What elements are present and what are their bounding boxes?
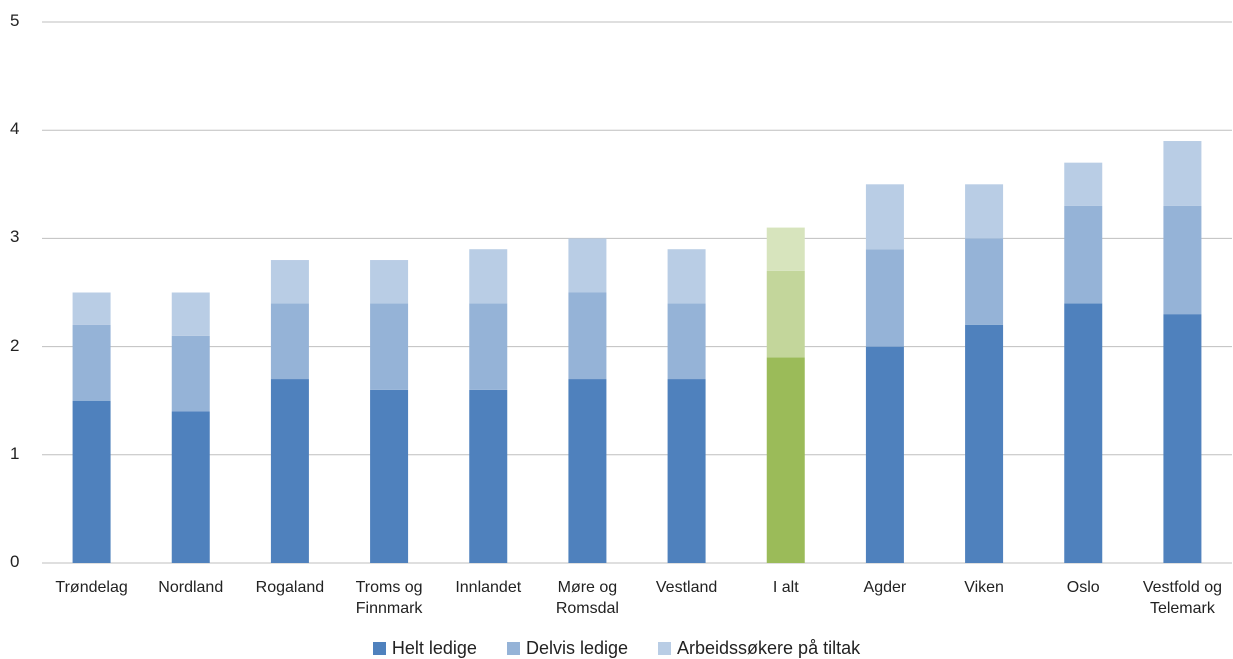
x-tick-label: Vestland — [655, 579, 718, 596]
legend-label: Helt ledige — [391, 638, 477, 658]
bar-segment — [370, 389, 409, 563]
bar-segment — [766, 357, 805, 563]
x-tick-label: I alt — [772, 579, 799, 596]
x-tick-label: Trøndelag — [55, 579, 128, 596]
bar-segment — [370, 260, 409, 304]
bar-segment — [568, 292, 607, 380]
bar-segment — [1163, 314, 1202, 563]
bar-segment — [667, 249, 706, 304]
x-tick-label: Oslo — [1066, 579, 1100, 596]
bar-segment — [270, 303, 309, 380]
bar-segment — [965, 324, 1004, 563]
y-tick-label: 4 — [10, 119, 20, 139]
bar-segment — [1064, 303, 1103, 563]
bar-segment — [171, 292, 210, 336]
legend: Helt ledige Delvis ledige Arbeidssøkere på… — [0, 638, 1233, 659]
legend-label: Delvis ledige — [525, 638, 629, 658]
bar-segment — [72, 400, 111, 563]
x-tick-label: Møre og Romsdal — [555, 579, 619, 617]
bar-segment — [370, 303, 409, 390]
bar-segment — [72, 292, 111, 325]
bar-segment — [865, 346, 904, 563]
x-tick-label: Troms og Finnmark — [355, 579, 423, 617]
bar-segment — [667, 379, 706, 563]
legend-swatch — [506, 642, 520, 655]
bar-segment — [469, 389, 508, 563]
legend-item: Helt ledige — [372, 638, 477, 659]
bar-segment — [171, 411, 210, 563]
bar-segment — [766, 227, 805, 271]
bar-segment — [865, 184, 904, 250]
x-tick-label: Innlandet — [455, 579, 522, 596]
bar-segment — [1163, 205, 1202, 315]
bar-segment — [568, 238, 607, 293]
legend-swatch — [372, 642, 386, 655]
bar-segment — [270, 379, 309, 563]
x-tick-label: Vestfold og Telemark — [1142, 579, 1222, 617]
bar-segment — [667, 303, 706, 380]
legend-item: Delvis ledige — [506, 638, 629, 659]
x-tick-label: Viken — [964, 579, 1004, 596]
bar-segment — [865, 249, 904, 347]
x-tick-label: Rogaland — [255, 579, 325, 596]
bar-segment — [965, 238, 1004, 325]
x-tick-label: Agder — [863, 579, 907, 596]
bar-segment — [72, 324, 111, 401]
bar-segment — [766, 270, 805, 358]
bar-segment — [965, 184, 1004, 239]
y-tick-label: 0 — [10, 552, 20, 571]
bar-segment — [469, 249, 508, 304]
y-tick-label: 2 — [10, 335, 20, 355]
legend-label: Arbeidssøkere på tiltak — [677, 638, 861, 658]
y-tick-label: 5 — [10, 11, 20, 30]
y-tick-label: 3 — [10, 227, 20, 247]
bar-segment — [568, 379, 607, 563]
y-tick-label: 1 — [10, 443, 20, 463]
bar-segment — [171, 335, 210, 412]
bar-segment — [1163, 141, 1202, 206]
legend-swatch — [658, 642, 672, 655]
bar-segment — [1064, 162, 1103, 206]
bar-segment — [270, 260, 309, 304]
bar-segment — [469, 303, 508, 390]
legend-item: Arbeidssøkere på tiltak — [658, 638, 860, 659]
x-tick-label: Nordland — [158, 579, 224, 596]
bar-segment — [1064, 205, 1103, 304]
